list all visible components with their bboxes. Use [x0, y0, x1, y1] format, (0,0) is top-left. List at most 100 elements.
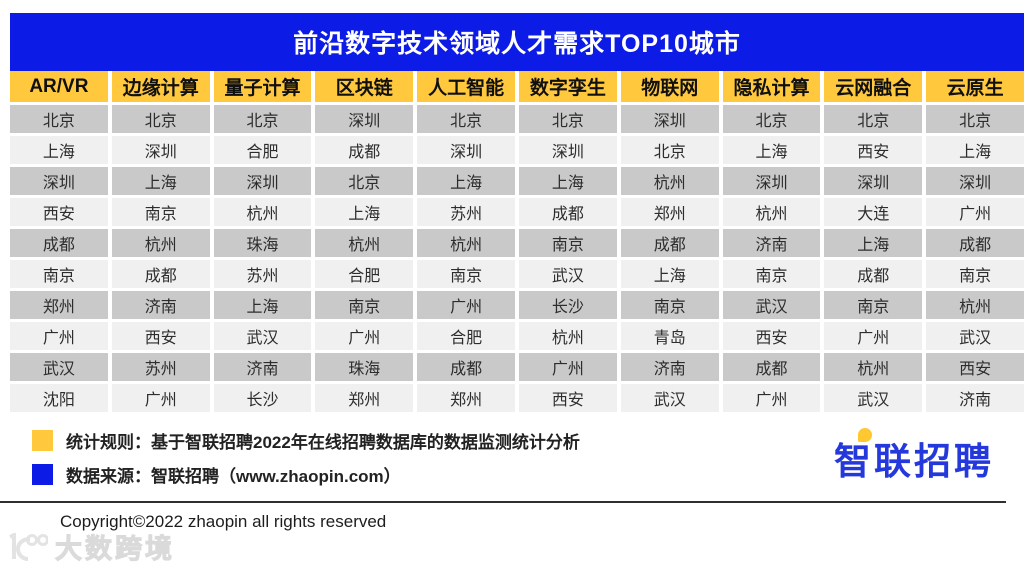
table-cell: 上海 [620, 260, 719, 288]
table-cell: 杭州 [111, 229, 210, 257]
table-cell: 武汉 [824, 384, 923, 412]
table-cell: 南京 [417, 260, 515, 288]
talent-demand-table: AR/VR 边缘计算 量子计算 区块链 人工智能 数字孪生 物联网 隐私计算 云网融合 云原生 北京… [10, 71, 1024, 412]
column-header: 数字孪生 [519, 71, 617, 102]
table-cell: 广州 [111, 384, 210, 412]
table-cell: 武汉 [519, 260, 617, 288]
table-cell: 沈阳 [10, 384, 108, 412]
table-cell: 南京 [722, 260, 821, 288]
column-header: AR/VR [10, 71, 108, 102]
location-pin-icon [858, 427, 872, 442]
table-cell: 深圳 [824, 167, 923, 195]
table-cell: 杭州 [620, 167, 719, 195]
table-cell: 青岛 [620, 322, 719, 350]
yellow-swatch-icon [32, 430, 53, 451]
table-cell: 杭州 [926, 291, 1024, 319]
table-cell: 郑州 [417, 384, 515, 412]
table-cell: 深圳 [519, 136, 617, 164]
table-cell: 深圳 [620, 105, 719, 133]
table-cell: 苏州 [213, 260, 312, 288]
table-cell: 大连 [824, 198, 923, 226]
watermark: 大数跨境 [4, 527, 175, 566]
legend-item-source: 数据来源：智联招聘（www.zhaopin.com） [32, 462, 580, 487]
table-cell: 成都 [519, 198, 617, 226]
blue-swatch-icon [32, 464, 53, 485]
title-banner: 前沿数字技术领域人才需求TOP10城市 [10, 13, 1024, 71]
table-cell: 成都 [824, 260, 923, 288]
table-cell: 武汉 [722, 291, 821, 319]
table-cell: 上海 [10, 136, 108, 164]
legend-label: 数据来源：智联招聘（www.zhaopin.com） [66, 467, 401, 486]
column-header: 云网融合 [824, 71, 923, 102]
legend-item-rules: 统计规则：基于智联招聘2022年在线招聘数据库的数据监测统计分析 [32, 428, 580, 453]
table-cell: 西安 [519, 384, 617, 412]
table-cell: 杭州 [722, 198, 821, 226]
table-cell: 珠海 [315, 353, 414, 381]
column-header: 量子计算 [213, 71, 312, 102]
table-cell: 上海 [417, 167, 515, 195]
table-cell: 郑州 [620, 198, 719, 226]
page-title: 前沿数字技术领域人才需求TOP10城市 [293, 30, 741, 58]
table-cell: 广州 [824, 322, 923, 350]
table-cell: 上海 [519, 167, 617, 195]
table-cell: 北京 [111, 105, 210, 133]
table-cell: 济南 [620, 353, 719, 381]
table-cell: 合肥 [315, 260, 414, 288]
column-header: 物联网 [620, 71, 719, 102]
table-cell: 武汉 [620, 384, 719, 412]
table-cell: 杭州 [213, 198, 312, 226]
table-cell: 南京 [111, 198, 210, 226]
table-cell: 上海 [926, 136, 1024, 164]
table-cell: 苏州 [111, 353, 210, 381]
table-cell: 长沙 [213, 384, 312, 412]
table-cell: 杭州 [519, 322, 617, 350]
column-header: 人工智能 [417, 71, 515, 102]
table-cell: 北京 [824, 105, 923, 133]
table-cell: 西安 [111, 322, 210, 350]
table-cell: 合肥 [417, 322, 515, 350]
table-cell: 深圳 [213, 167, 312, 195]
table-cell: 北京 [315, 167, 414, 195]
table-cell: 苏州 [417, 198, 515, 226]
table-cell: 成都 [926, 229, 1024, 257]
table-cell: 珠海 [213, 229, 312, 257]
table-cell: 郑州 [10, 291, 108, 319]
table-cell: 南京 [824, 291, 923, 319]
table-cell: 广州 [10, 322, 108, 350]
table-cell: 济南 [111, 291, 210, 319]
legend: 统计规则：基于智联招聘2022年在线招聘数据库的数据监测统计分析 数据来源：智联… [32, 428, 580, 487]
table-cell: 成都 [620, 229, 719, 257]
table-cell: 南京 [10, 260, 108, 288]
table-cell: 合肥 [213, 136, 312, 164]
table-cell: 深圳 [417, 136, 515, 164]
legend-label: 统计规则：基于智联招聘2022年在线招聘数据库的数据监测统计分析 [66, 433, 580, 452]
table-cell: 武汉 [926, 322, 1024, 350]
table-cell: 济南 [722, 229, 821, 257]
table-cell: 西安 [926, 353, 1024, 381]
watermark-text: 大数跨境 [55, 534, 175, 565]
table-cell: 西安 [10, 198, 108, 226]
table-cell: 上海 [111, 167, 210, 195]
table-cell: 北京 [722, 105, 821, 133]
table-cell: 南京 [620, 291, 719, 319]
zhaopin-logo: 智联招聘 [834, 427, 1000, 485]
table-cell: 深圳 [722, 167, 821, 195]
table-cell: 西安 [722, 322, 821, 350]
table-cell: 广州 [417, 291, 515, 319]
table-cell: 成都 [417, 353, 515, 381]
table-cell: 成都 [722, 353, 821, 381]
table-cell: 深圳 [111, 136, 210, 164]
table-cell: 南京 [315, 291, 414, 319]
table-cell: 武汉 [10, 353, 108, 381]
table-cell: 深圳 [10, 167, 108, 195]
table-cell: 北京 [620, 136, 719, 164]
table-cell: 长沙 [519, 291, 617, 319]
table-cell: 广州 [315, 322, 414, 350]
zhaopin-logo-text: 智联招聘 [834, 440, 994, 482]
table-cell: 郑州 [315, 384, 414, 412]
table-cell: 杭州 [417, 229, 515, 257]
table-cell: 上海 [722, 136, 821, 164]
column-header: 云原生 [926, 71, 1024, 102]
table-cell: 南京 [519, 229, 617, 257]
table-cell: 北京 [519, 105, 617, 133]
